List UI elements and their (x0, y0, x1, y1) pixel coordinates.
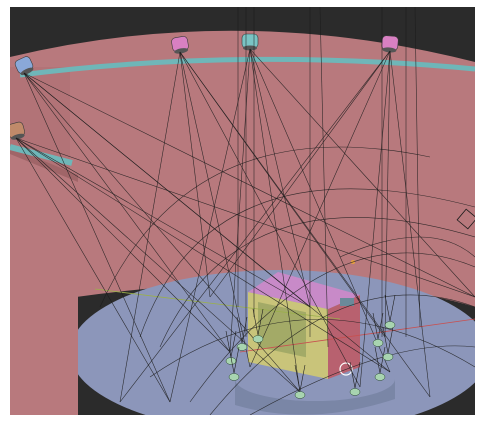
light-cone-wire (15, 137, 311, 308)
light-cone-wire (384, 50, 391, 338)
floor-lamp-cone (349, 361, 361, 389)
light-cone-wire (249, 48, 391, 373)
floor-lamp-cone (384, 294, 396, 322)
floor-lamp-cone (294, 364, 306, 392)
light-radius-arc (249, 345, 475, 415)
light-cone-wire (169, 48, 251, 403)
axis-y-line (94, 288, 341, 320)
light-cone-wire (15, 137, 231, 353)
light-cone-wire (209, 50, 391, 298)
spotlight-3[interactable] (241, 33, 259, 51)
hanger-wire (319, 7, 329, 348)
left-rail[interactable] (10, 144, 73, 166)
floor-lamp-bulb[interactable] (384, 321, 396, 329)
scene-canvas[interactable] (10, 7, 475, 415)
light-cone-wire (15, 137, 475, 298)
light-radius-arc (159, 217, 475, 348)
floor-lamp-bulb[interactable] (374, 373, 386, 381)
spotlight-lens (20, 67, 34, 76)
light-radius-arc (339, 236, 475, 258)
light-radius-arc (99, 146, 431, 308)
light-cone-wire (249, 48, 301, 393)
light-cone-wire (23, 72, 475, 298)
light-cone-wire (23, 72, 171, 403)
selected-object-gizmo[interactable] (339, 362, 353, 376)
light-cone-wire (15, 137, 391, 373)
light-cone-wire (249, 48, 311, 308)
floor-lamps (225, 294, 396, 399)
light-radius-arc (209, 294, 475, 415)
interior-wall-panel[interactable] (10, 147, 78, 415)
floor-lamp-bulb[interactable] (228, 373, 240, 381)
floor-lamp-cone (252, 308, 264, 336)
spotlight-4[interactable] (381, 35, 399, 53)
spotlight-lens (382, 47, 397, 53)
light-cone-wire (119, 51, 181, 403)
spotlight-2[interactable] (171, 36, 190, 55)
light-radius-arc (139, 188, 475, 338)
floor-lamp-bulb[interactable] (349, 388, 361, 396)
device-box-screen (340, 298, 354, 306)
floor-lamp-bulb[interactable] (372, 339, 384, 347)
spotlight-lens (174, 48, 189, 54)
light-cone-wire (179, 51, 251, 368)
ceiling-rail[interactable] (19, 56, 475, 78)
light-cone-wire (229, 48, 251, 353)
light-cone-wire (119, 50, 391, 403)
camera-gizmo[interactable] (456, 208, 475, 230)
device-box-top[interactable] (248, 272, 360, 309)
spotlight-lens (243, 45, 257, 51)
spotlight-lens (11, 133, 25, 140)
floor-lamp-cone (382, 326, 394, 354)
wireframe-overlay (15, 7, 475, 415)
floor-lamp-bulb[interactable] (294, 391, 306, 399)
light-cone-wire (179, 51, 431, 398)
spotlight-5[interactable] (10, 121, 26, 141)
floor-lamp-cone (228, 346, 240, 374)
light-cone-wire (15, 137, 301, 393)
device-box-vent (258, 302, 306, 358)
floor-lamp-bulb[interactable] (252, 335, 264, 343)
light-cone-wire (249, 50, 391, 368)
floor-lamp-cone (372, 312, 384, 340)
floor-lamp-bulb[interactable] (236, 343, 248, 351)
3d-viewport[interactable] (10, 7, 475, 415)
floor-lamp-cone (236, 316, 248, 344)
axis-x-line (239, 318, 475, 353)
light-cone-wire (23, 72, 231, 353)
light-cone-wire (15, 137, 171, 403)
light-cone-wire (389, 50, 431, 398)
light-cone-wire (359, 50, 391, 388)
light-radius-arc (189, 252, 475, 403)
light-cone-wire (179, 51, 361, 388)
floor-lamp-bulb[interactable] (382, 353, 394, 361)
light-radius-arc (149, 319, 475, 378)
spotlight-1[interactable] (14, 55, 35, 77)
interior-wall-panel-edge (10, 147, 78, 182)
hanger-wire (414, 7, 421, 328)
